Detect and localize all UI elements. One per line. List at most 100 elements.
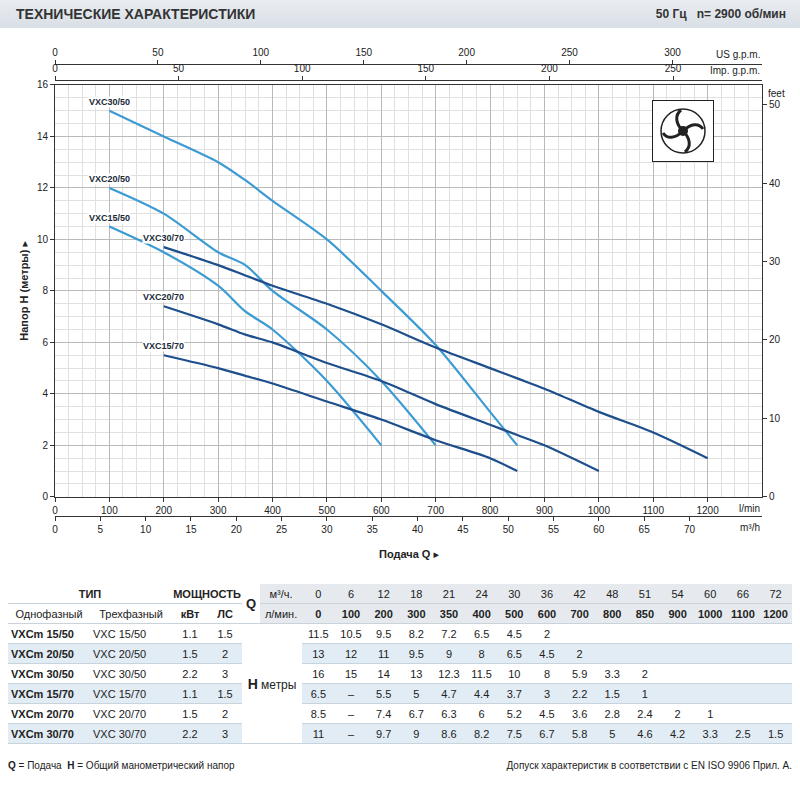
html-text:50 Гц n= 2900 об/мин: 50 Гц n= 2900 об/мин xyxy=(655,7,786,21)
svg-text:20: 20 xyxy=(769,334,781,345)
svg-text:0: 0 xyxy=(52,505,58,516)
svg-text:200: 200 xyxy=(541,63,558,74)
svg-text:250: 250 xyxy=(561,47,578,58)
svg-text:0: 0 xyxy=(42,491,48,502)
html-text:18: 18 xyxy=(410,587,423,600)
svg-text:VXC20/70: VXC20/70 xyxy=(143,292,184,302)
svg-text:4: 4 xyxy=(42,388,48,399)
html-text:МОЩНОСТЬ: МОЩНОСТЬ xyxy=(173,587,241,600)
svg-text:10: 10 xyxy=(37,234,49,245)
svg-text:300: 300 xyxy=(210,505,227,516)
html-text:30: 30 xyxy=(508,587,521,600)
html-text:300: 300 xyxy=(407,607,426,620)
html-text:H метры: H метры xyxy=(247,675,297,692)
svg-text:800: 800 xyxy=(482,505,499,516)
svg-text:600: 600 xyxy=(373,505,390,516)
html-text:Однофазный: Однофазный xyxy=(15,607,83,620)
svg-text:VXC15/70: VXC15/70 xyxy=(143,341,184,351)
html-text:200: 200 xyxy=(374,607,393,620)
svg-text:VXC20/50: VXC20/50 xyxy=(89,174,130,184)
svg-text:700: 700 xyxy=(427,505,444,516)
html-text:кВт: кВт xyxy=(180,607,200,620)
svg-text:55: 55 xyxy=(548,524,560,535)
svg-text:100: 100 xyxy=(101,505,118,516)
svg-text:65: 65 xyxy=(639,524,651,535)
svg-text:0: 0 xyxy=(52,524,58,535)
html-text:54: 54 xyxy=(671,587,684,600)
svg-text:500: 500 xyxy=(319,505,336,516)
svg-text:1000: 1000 xyxy=(588,505,611,516)
svg-text:Напор H (метры) ▸: Напор H (метры) ▸ xyxy=(18,241,30,341)
html-text:24: 24 xyxy=(475,587,488,600)
html-text:48: 48 xyxy=(606,587,619,600)
html-text:60: 60 xyxy=(704,587,717,600)
svg-text:150: 150 xyxy=(355,47,372,58)
svg-text:400: 400 xyxy=(264,505,281,516)
svg-text:100: 100 xyxy=(294,63,311,74)
html-text:21: 21 xyxy=(442,587,456,600)
svg-text:40: 40 xyxy=(769,178,781,189)
svg-text:10: 10 xyxy=(769,413,781,424)
html-text:51: 51 xyxy=(638,587,651,600)
svg-text:8: 8 xyxy=(42,285,48,296)
svg-text:Imp. g.p.m.: Imp. g.p.m. xyxy=(710,65,760,76)
svg-text:US g.p.m.: US g.p.m. xyxy=(716,49,760,60)
svg-text:6: 6 xyxy=(42,337,48,348)
html-text:42: 42 xyxy=(573,587,586,600)
html-text:350: 350 xyxy=(439,607,459,620)
html-text:м³/ч.: м³/ч. xyxy=(269,587,293,600)
svg-text:30: 30 xyxy=(321,524,333,535)
svg-text:70: 70 xyxy=(684,524,696,535)
svg-text:200: 200 xyxy=(155,505,172,516)
svg-text:15: 15 xyxy=(185,524,197,535)
svg-text:50: 50 xyxy=(152,47,164,58)
svg-text:250: 250 xyxy=(665,63,682,74)
svg-text:20: 20 xyxy=(231,524,243,535)
html-text:ЛС: ЛС xyxy=(217,607,233,620)
svg-text:VXC30/50: VXC30/50 xyxy=(89,97,130,107)
html-text:ТЕХНИЧЕСКИЕ ХАРАКТЕРИСТИКИ: ТЕХНИЧЕСКИЕ ХАРАКТЕРИСТИКИ xyxy=(16,6,256,22)
svg-text:10: 10 xyxy=(140,524,152,535)
svg-text:900: 900 xyxy=(536,505,553,516)
svg-text:100: 100 xyxy=(252,47,269,58)
svg-text:2: 2 xyxy=(42,440,48,451)
svg-text:25: 25 xyxy=(276,524,288,535)
svg-text:1200: 1200 xyxy=(696,505,719,516)
svg-text:60: 60 xyxy=(593,524,605,535)
svg-text:Подача Q ▸: Подача Q ▸ xyxy=(379,548,439,560)
svg-text:14: 14 xyxy=(37,131,49,142)
svg-text:feet: feet xyxy=(768,88,785,99)
svg-text:35: 35 xyxy=(367,524,379,535)
svg-text:m³/h: m³/h xyxy=(740,522,760,533)
svg-text:5: 5 xyxy=(98,524,104,535)
svg-text:300: 300 xyxy=(664,47,681,58)
html-text:л/мин.: л/мин. xyxy=(264,607,298,620)
svg-text:0: 0 xyxy=(52,63,58,74)
svg-text:1100: 1100 xyxy=(642,505,664,516)
html-text:12: 12 xyxy=(377,587,390,600)
svg-text:50: 50 xyxy=(769,99,781,110)
svg-text:150: 150 xyxy=(417,63,434,74)
svg-text:200: 200 xyxy=(458,47,475,58)
svg-text:0: 0 xyxy=(769,491,775,502)
html-text:36: 36 xyxy=(540,587,554,600)
svg-text:30: 30 xyxy=(769,256,781,267)
svg-text:12: 12 xyxy=(37,182,49,193)
svg-text:VXC30/70: VXC30/70 xyxy=(143,233,184,243)
svg-text:45: 45 xyxy=(457,524,469,535)
html-text:400: 400 xyxy=(472,607,491,620)
svg-text:l/min: l/min xyxy=(739,503,760,514)
html-text:72: 72 xyxy=(769,587,782,600)
svg-text:VXC15/50: VXC15/50 xyxy=(89,213,130,223)
svg-text:40: 40 xyxy=(412,524,424,535)
html-text:500: 500 xyxy=(505,607,524,620)
svg-text:50: 50 xyxy=(173,63,185,74)
svg-text:16: 16 xyxy=(37,79,49,90)
html-text:66: 66 xyxy=(736,587,749,600)
html-text:600: 600 xyxy=(537,607,557,620)
html-text:Трехфазный: Трехфазный xyxy=(99,607,163,620)
html-text:ТИП: ТИП xyxy=(78,587,102,600)
svg-text:50: 50 xyxy=(503,524,515,535)
html-text:100: 100 xyxy=(341,607,361,620)
svg-text:0: 0 xyxy=(52,47,58,58)
